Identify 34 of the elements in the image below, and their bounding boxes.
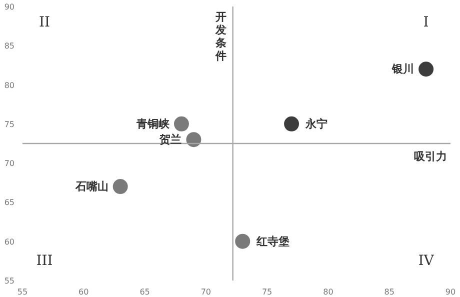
series-label: 红寺堡 xyxy=(256,234,290,248)
y-tick-label: 75 xyxy=(4,120,15,129)
annotation: III xyxy=(36,252,53,269)
annotation: I xyxy=(423,14,429,30)
x-tick-label: 85 xyxy=(384,288,394,296)
series-label: 贺兰 xyxy=(158,133,182,146)
point xyxy=(174,116,189,132)
series-label: 青铜峡 xyxy=(135,117,170,130)
x-tick-label: 60 xyxy=(78,288,89,296)
point xyxy=(186,132,202,148)
annotation: II xyxy=(38,14,50,30)
y-tick-label: 70 xyxy=(4,159,15,168)
point xyxy=(112,179,128,194)
x-tick-label: 75 xyxy=(262,288,272,296)
x-axis-title: 吸引力 xyxy=(414,150,447,163)
x-tick-label: 90 xyxy=(445,288,456,296)
y-tick-label: 85 xyxy=(4,42,15,51)
y-tick-label: 90 xyxy=(4,2,15,12)
series-label: 石嘴山 xyxy=(74,180,108,194)
y-tick-label: 55 xyxy=(4,276,15,286)
y-tick-label: 60 xyxy=(4,237,15,246)
point xyxy=(418,62,434,77)
annotation: IV xyxy=(418,252,435,269)
series-label: 永宁 xyxy=(304,117,328,130)
point xyxy=(284,116,300,132)
y-tick-label: 80 xyxy=(4,80,15,90)
y-tick-label: 65 xyxy=(4,198,15,208)
y-axis-title: 开发条件 xyxy=(214,10,227,62)
x-tick-label: 65 xyxy=(140,288,150,296)
x-tick-label: 70 xyxy=(200,288,212,296)
x-tick-label: 55 xyxy=(17,288,28,296)
point xyxy=(235,234,250,249)
x-tick-label: 80 xyxy=(323,288,334,296)
series-label: 银川 xyxy=(391,62,414,76)
